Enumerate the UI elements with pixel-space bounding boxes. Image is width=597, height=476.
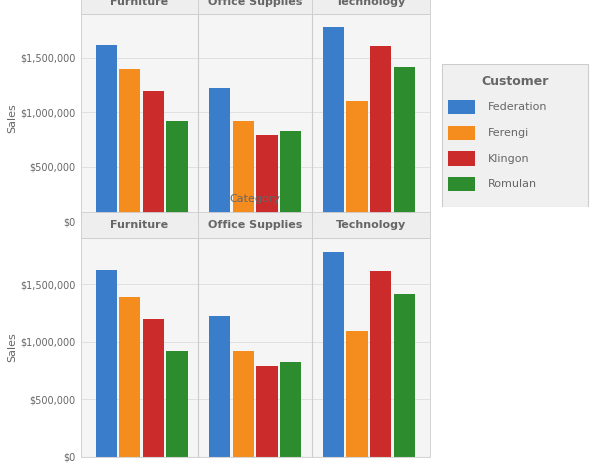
Bar (256, 135, 278, 221)
FancyBboxPatch shape (448, 177, 475, 191)
Text: Furniture: Furniture (110, 220, 168, 230)
Bar (370, 271, 391, 457)
Bar (346, 331, 368, 457)
Text: Technology: Technology (336, 220, 406, 230)
Bar (393, 67, 415, 221)
Text: Office Supplies: Office Supplies (208, 0, 303, 7)
FancyBboxPatch shape (81, 0, 198, 14)
FancyBboxPatch shape (448, 151, 475, 166)
Bar (393, 295, 415, 457)
Bar (167, 351, 187, 457)
Bar (233, 121, 254, 221)
Text: Category: Category (230, 194, 281, 204)
Bar (96, 270, 117, 457)
FancyBboxPatch shape (312, 212, 430, 238)
Bar (96, 45, 117, 221)
Bar (256, 366, 278, 457)
FancyBboxPatch shape (198, 0, 312, 14)
Text: Technology: Technology (336, 0, 406, 7)
Bar (280, 362, 301, 457)
FancyBboxPatch shape (448, 100, 475, 114)
Bar (346, 101, 368, 221)
Bar (210, 89, 230, 221)
Text: Romulan: Romulan (488, 179, 537, 189)
Y-axis label: Sales: Sales (8, 103, 17, 133)
Text: Federation: Federation (488, 102, 547, 112)
FancyBboxPatch shape (198, 212, 312, 238)
Bar (143, 90, 164, 221)
Text: Klingon: Klingon (488, 153, 529, 164)
Text: Customer: Customer (481, 75, 549, 88)
Bar (370, 46, 391, 221)
Bar (119, 297, 140, 457)
Text: Ferengi: Ferengi (488, 128, 529, 138)
FancyBboxPatch shape (448, 126, 475, 140)
FancyBboxPatch shape (442, 64, 588, 207)
Y-axis label: Sales: Sales (8, 333, 17, 362)
Bar (119, 69, 140, 221)
Bar (210, 317, 230, 457)
FancyBboxPatch shape (81, 212, 198, 238)
Bar (280, 131, 301, 221)
FancyBboxPatch shape (312, 0, 430, 14)
Text: Office Supplies: Office Supplies (208, 220, 303, 230)
Bar (323, 252, 344, 457)
Bar (323, 27, 344, 221)
Bar (167, 121, 187, 221)
Bar (233, 351, 254, 457)
Text: Furniture: Furniture (110, 0, 168, 7)
Bar (143, 318, 164, 457)
